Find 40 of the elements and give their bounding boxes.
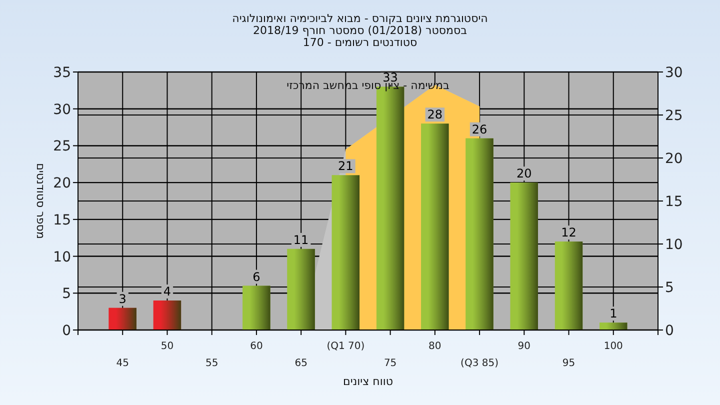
x-tick-label: 50 bbox=[160, 341, 174, 352]
x-axis-title: טווח ציונים bbox=[343, 375, 393, 388]
y-tick-label: 5 bbox=[62, 286, 71, 302]
x-tick-label: 75 bbox=[384, 358, 397, 369]
y2-tick-label: 10 bbox=[665, 237, 683, 253]
y-tick-label: 20 bbox=[53, 176, 71, 192]
y-tick-label: 25 bbox=[53, 138, 71, 155]
x-tick-label: 45 bbox=[116, 358, 129, 369]
data-label: 20 bbox=[516, 166, 532, 181]
x-tick-label: 95 bbox=[562, 358, 576, 369]
y2-tick-label: 20 bbox=[665, 151, 683, 167]
x-tick-label: 90 bbox=[518, 341, 531, 352]
y-tick-label: 15 bbox=[53, 212, 71, 228]
data-label: 12 bbox=[561, 226, 576, 240]
y2-tick-label: 25 bbox=[665, 108, 683, 124]
data-label: 28 bbox=[427, 108, 443, 122]
x-tick-label: 100 bbox=[604, 341, 623, 352]
chart-title: היסטוגרמת ציונים בקורס - מבוא לביוכימיה ואימונולוגיה בסמסטר (01/2018) סמסטר חורף 2018/19 סטודנטים רשומים - 170 bbox=[232, 12, 488, 49]
data-label: 3 bbox=[118, 292, 126, 306]
data-label: 11 bbox=[293, 232, 309, 247]
x-tick-label: (Q3 85) bbox=[460, 358, 499, 369]
y-tick-label: 0 bbox=[62, 323, 71, 339]
y-tick-label: 30 bbox=[53, 102, 71, 118]
x-tick-label: 65 bbox=[294, 358, 308, 369]
y-tick-label: 35 bbox=[53, 65, 71, 81]
y-tick-label: 10 bbox=[53, 249, 71, 266]
data-label: 21 bbox=[338, 159, 354, 174]
data-label: 26 bbox=[472, 122, 488, 136]
x-tick-label: (Q1 70) bbox=[326, 341, 365, 352]
data-label: 1 bbox=[610, 306, 618, 321]
x-tick-label: 60 bbox=[250, 341, 263, 352]
x-tick-label: 55 bbox=[205, 358, 218, 369]
x-tick-label: 80 bbox=[428, 341, 442, 352]
y2-tick-label: 0 bbox=[665, 323, 674, 339]
y2-tick-label: 30 bbox=[665, 65, 683, 81]
y-axis-title: מספר סטודנטים bbox=[34, 163, 47, 239]
data-label: 6 bbox=[252, 270, 260, 284]
y2-tick-label: 5 bbox=[665, 280, 674, 296]
data-label: 4 bbox=[163, 284, 172, 299]
y2-tick-label: 15 bbox=[665, 194, 683, 210]
